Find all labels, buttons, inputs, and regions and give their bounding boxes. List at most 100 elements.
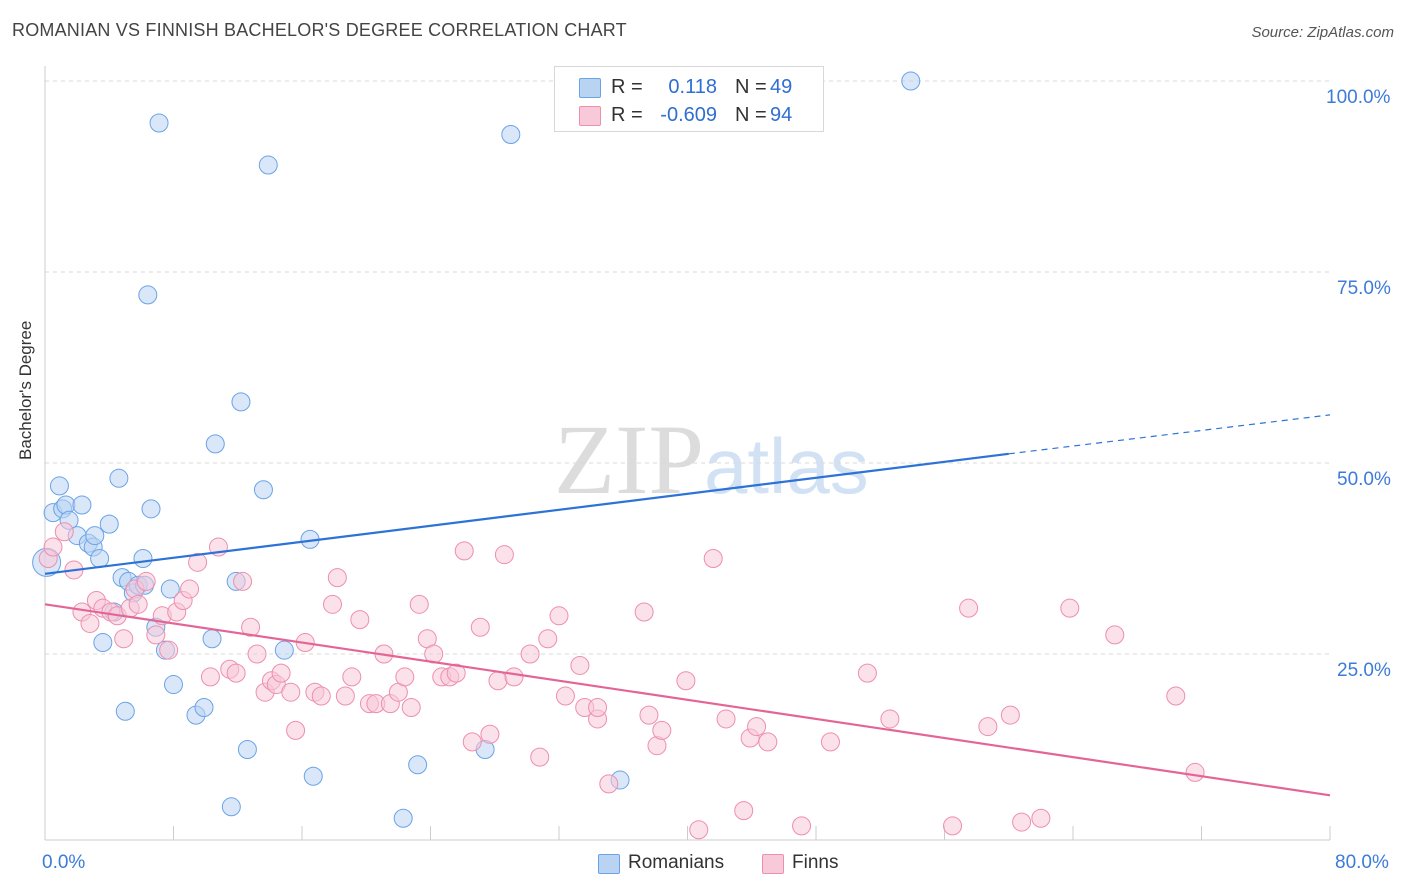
watermark-zip: ZIP — [554, 404, 704, 515]
point-romanians — [99, 514, 119, 534]
point-finns — [599, 774, 619, 794]
r-label: R = — [611, 104, 643, 126]
point-romanians — [141, 499, 161, 519]
trendline-romanians — [44, 452, 1009, 575]
point-finns — [80, 613, 100, 633]
point-finns — [880, 709, 900, 729]
point-romanians — [303, 766, 323, 786]
point-finns — [588, 697, 608, 717]
point-finns — [820, 732, 840, 752]
y-tick-100: 100.0% — [1326, 87, 1391, 108]
n-label: N = — [735, 104, 767, 126]
point-romanians — [258, 155, 278, 175]
legend-row-romanians: R = 0.118 N = 49 — [555, 73, 823, 101]
y-tick-75: 75.0% — [1337, 278, 1391, 299]
r-value: 0.118 — [668, 76, 717, 98]
x-tick-max: 80.0% — [1335, 852, 1389, 873]
point-romanians — [93, 633, 113, 653]
point-finns — [520, 644, 540, 664]
point-finns — [409, 594, 429, 614]
point-romanians — [237, 740, 257, 759]
point-finns — [401, 697, 421, 717]
x-tick-min: 0.0% — [42, 852, 86, 873]
point-finns — [734, 801, 754, 821]
point-finns — [128, 594, 148, 614]
point-finns — [959, 598, 979, 618]
point-finns — [1060, 598, 1080, 618]
n-value: 49 — [770, 76, 793, 98]
finns-legend-swatch — [762, 854, 784, 874]
point-romanians — [115, 701, 135, 721]
r-label: R = — [611, 76, 643, 98]
point-finns — [114, 629, 134, 649]
point-finns — [676, 671, 696, 691]
point-romanians — [90, 549, 110, 568]
point-romanians — [72, 495, 92, 515]
point-finns — [323, 594, 343, 614]
point-finns — [462, 732, 482, 752]
point-romanians — [274, 640, 294, 660]
point-finns — [146, 625, 166, 645]
point-finns — [286, 720, 306, 740]
point-finns — [978, 717, 998, 737]
point-finns — [200, 667, 220, 687]
point-romanians — [194, 697, 214, 717]
series-legend: Romanians Finns — [0, 852, 1406, 878]
point-finns — [1166, 686, 1186, 706]
legend-row-finns: R = -0.609 N = 94 — [555, 101, 823, 129]
point-finns — [395, 667, 415, 687]
point-finns — [494, 545, 514, 565]
point-finns — [488, 671, 508, 691]
point-finns — [327, 568, 347, 588]
legend-label: Finns — [792, 852, 839, 873]
point-romanians — [231, 392, 251, 412]
point-romanians — [393, 808, 413, 828]
point-romanians — [138, 285, 158, 305]
point-finns — [857, 663, 877, 683]
point-romanians — [49, 476, 69, 496]
chart-title: ROMANIAN VS FINNISH BACHELOR'S DEGREE CO… — [12, 20, 627, 40]
point-romanians — [149, 113, 169, 133]
n-label: N = — [735, 76, 767, 98]
point-finns — [1012, 812, 1032, 832]
point-romanians — [133, 549, 153, 568]
watermark: ZIPatlas — [554, 402, 869, 517]
point-romanians — [160, 579, 180, 599]
r-value: -0.609 — [660, 104, 717, 126]
point-finns — [226, 663, 246, 683]
point-romanians — [205, 434, 225, 454]
point-finns — [454, 541, 474, 561]
point-finns — [758, 732, 778, 752]
point-finns — [43, 537, 63, 557]
point-romanians — [901, 71, 921, 91]
point-romanians — [253, 480, 273, 500]
point-finns — [1105, 625, 1125, 645]
point-romanians — [408, 755, 428, 775]
point-finns — [136, 571, 156, 591]
point-finns — [350, 610, 370, 630]
trendline-finns — [44, 603, 1331, 797]
point-finns — [792, 816, 812, 836]
romanians-swatch — [579, 78, 601, 98]
point-finns — [281, 682, 301, 702]
point-finns — [530, 747, 550, 767]
point-finns — [480, 724, 500, 744]
finns-swatch — [579, 106, 601, 126]
legend-label: Romanians — [628, 852, 725, 873]
point-finns — [311, 686, 331, 706]
point-finns — [180, 579, 200, 599]
point-finns — [342, 667, 362, 687]
point-finns — [716, 709, 736, 729]
chart-source: Source: ZipAtlas.com — [1251, 24, 1394, 41]
point-romanians — [221, 797, 241, 817]
point-finns — [54, 522, 74, 542]
point-romanians — [164, 675, 183, 695]
point-finns — [639, 705, 659, 725]
point-finns — [703, 549, 723, 568]
point-finns — [1185, 762, 1205, 782]
point-finns — [538, 629, 558, 649]
point-finns — [233, 571, 253, 591]
point-finns — [689, 820, 709, 840]
point-finns — [549, 606, 569, 626]
